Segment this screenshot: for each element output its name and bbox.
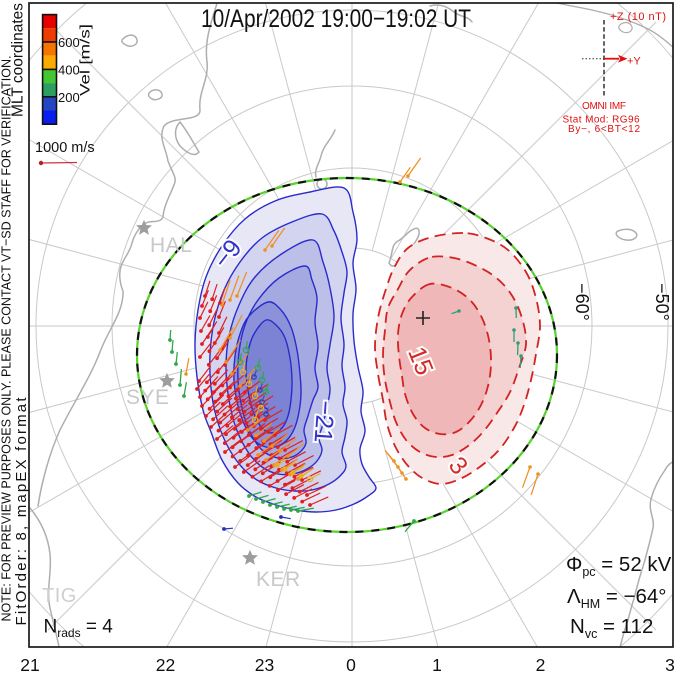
svg-text:Vel [m/s]: Vel [m/s]: [78, 24, 93, 96]
svg-text:3: 3: [665, 655, 675, 674]
svg-text:2: 2: [536, 655, 546, 674]
svg-text:200: 200: [58, 90, 80, 105]
svg-text:600: 600: [58, 35, 80, 50]
svg-text:By−, 6<BT<12: By−, 6<BT<12: [568, 124, 640, 135]
svg-text:−21: −21: [309, 399, 340, 443]
svg-text:−50°: −50°: [652, 283, 672, 321]
svg-text:MLT coordinates: MLT coordinates: [10, 3, 27, 117]
svg-text:Φpc = 52 kV: Φpc = 52 kV: [566, 553, 672, 579]
svg-text:FitOrder: 8, mapEX format: FitOrder: 8, mapEX format: [13, 397, 30, 626]
svg-text:KER: KER: [256, 568, 301, 591]
svg-text:0: 0: [346, 655, 356, 674]
svg-text:21: 21: [20, 655, 39, 674]
svg-text:−60°: −60°: [572, 283, 592, 321]
svg-text:Nvc = 112: Nvc = 112: [570, 615, 653, 641]
svg-text:10/Apr/2002 19:00−19:02 UT: 10/Apr/2002 19:00−19:02 UT: [201, 5, 471, 33]
svg-text:NOTE: FOR PREVIEW PURPOSES ONL: NOTE: FOR PREVIEW PURPOSES ONLY. PLEASE …: [0, 56, 14, 622]
svg-text:+Y: +Y: [627, 56, 641, 68]
svg-text:SYE: SYE: [126, 386, 170, 409]
svg-text:22: 22: [156, 655, 175, 674]
svg-text:23: 23: [255, 655, 274, 674]
svg-text:1000 m/s: 1000 m/s: [35, 140, 95, 156]
svg-text:1: 1: [432, 655, 442, 674]
svg-text:OMNI IMF: OMNI IMF: [582, 101, 626, 112]
svg-text:HAL: HAL: [150, 234, 192, 257]
svg-text:+Z (10 nT): +Z (10 nT): [610, 11, 666, 23]
svg-text:400: 400: [58, 63, 80, 78]
svg-text:TIG: TIG: [42, 585, 77, 607]
